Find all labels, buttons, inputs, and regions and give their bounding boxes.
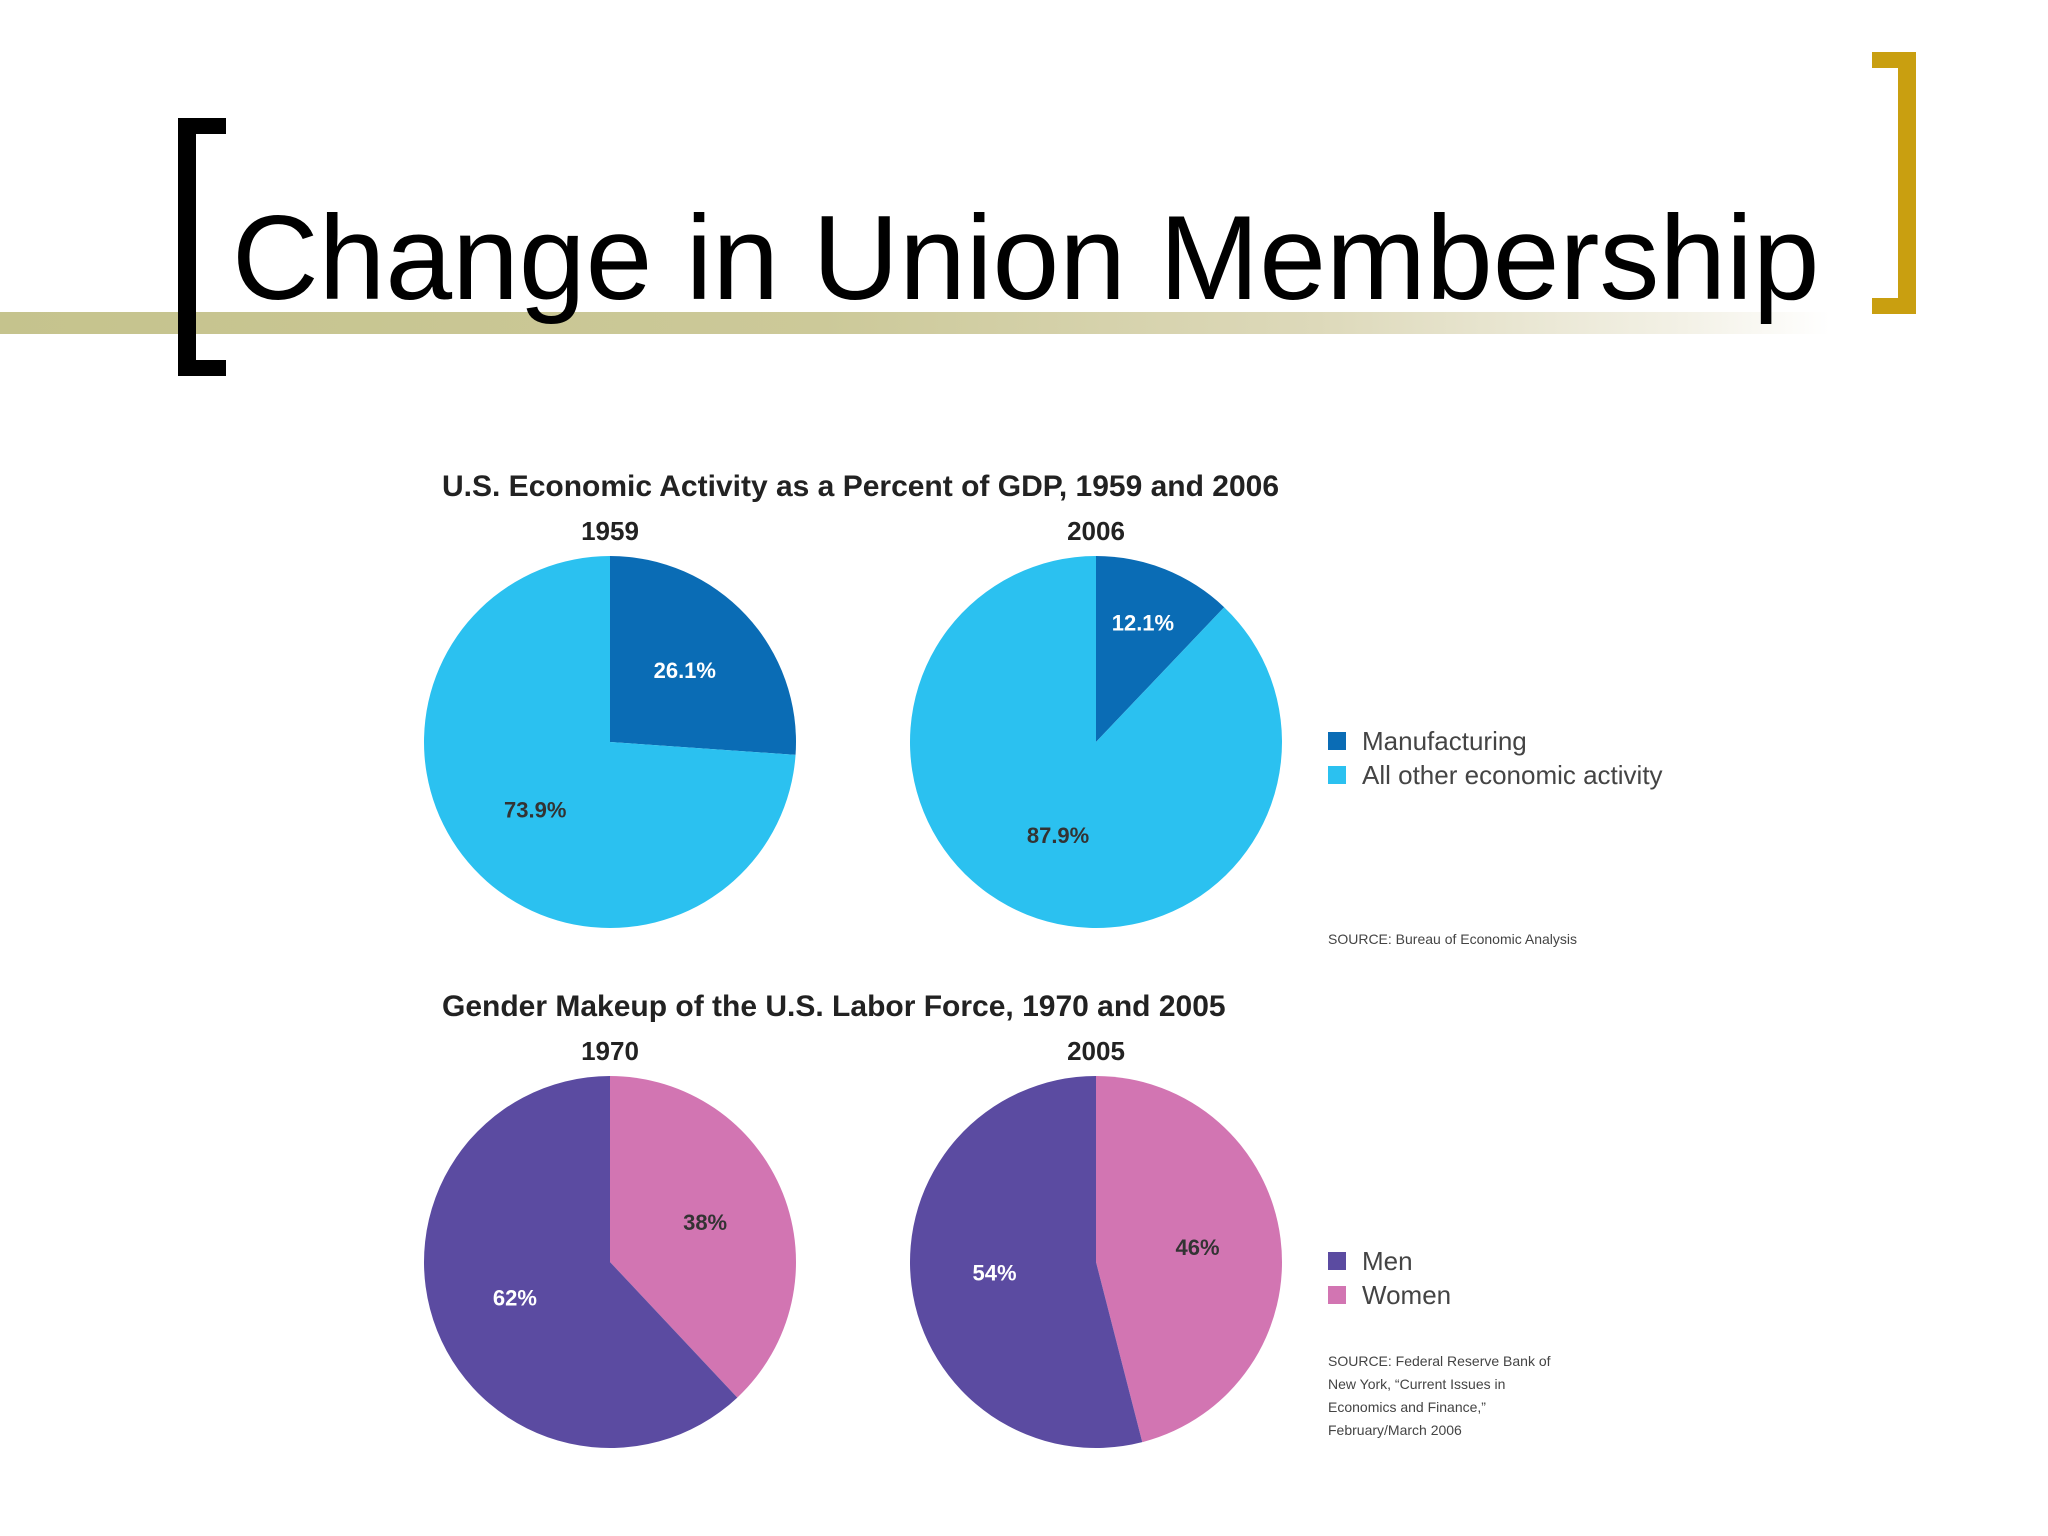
gdp-chart-title: U.S. Economic Activity as a Percent of G… xyxy=(442,470,1280,503)
pie-year-label: 1959 xyxy=(581,516,639,546)
pie-slice-women xyxy=(610,1076,796,1398)
pie-slice-men xyxy=(424,1076,738,1448)
pie-slice-label: 12.1% xyxy=(1112,610,1174,635)
labor-source-note: SOURCE: Federal Reserve Bank of New York… xyxy=(1328,1353,1551,1438)
gdp-legend: Manufacturing All other economic activit… xyxy=(1328,724,1663,792)
pie-slice-manufacturing xyxy=(610,556,796,755)
pie-1970: 1970 38% 62% xyxy=(420,1036,800,1456)
pie-slice-all-other-economic-activity xyxy=(424,556,796,928)
pie-2005: 2005 46% 54% xyxy=(906,1036,1286,1456)
labor-legend: Men Women xyxy=(1328,1244,1451,1312)
left-bracket-decoration xyxy=(178,118,226,376)
pie-2005-chart: 46% 54% xyxy=(909,1076,1282,1448)
labor-chart: Gender Makeup of the U.S. Labor Force, 1… xyxy=(420,990,1680,1490)
pie-year-label: 2006 xyxy=(1067,516,1125,546)
legend-label: Manufacturing xyxy=(1362,725,1527,756)
slide-title: Change in Union Membership xyxy=(232,191,1820,325)
pie-slice-label: 62% xyxy=(493,1285,537,1310)
pie-slice-all-other-economic-activity xyxy=(910,556,1282,928)
legend-label: All other economic activity xyxy=(1362,759,1663,790)
pie-slice-women xyxy=(1096,1076,1282,1443)
pie-slice-label: 87.9% xyxy=(1027,823,1089,848)
pie-slice-label: 46% xyxy=(1175,1235,1219,1260)
pie-2006: 2006 12.1% 87.9% xyxy=(906,516,1286,936)
pie-slice-label: 54% xyxy=(972,1261,1016,1286)
pie-year-label: 2005 xyxy=(1067,1036,1125,1066)
pie-1970-chart: 38% 62% xyxy=(424,1076,796,1448)
legend-item-other-activity: All other economic activity xyxy=(1328,758,1663,792)
pie-1959-chart: 26.1% 73.9% xyxy=(424,556,796,928)
title-underline-rule xyxy=(0,312,1830,334)
legend-label: Women xyxy=(1362,1279,1452,1310)
pie-slice-label: 26.1% xyxy=(654,658,716,683)
gdp-source-note: SOURCE: Bureau of Economic Analysis xyxy=(1328,931,1577,947)
pie-slice-label: 73.9% xyxy=(504,798,566,823)
chart-figure: U.S. Economic Activity as a Percent of G… xyxy=(420,470,1680,1490)
legend-item-women: Women xyxy=(1328,1278,1451,1312)
legend-item-men: Men xyxy=(1328,1244,1451,1278)
pie-slice-label: 38% xyxy=(683,1210,727,1235)
legend-item-manufacturing: Manufacturing xyxy=(1328,724,1663,758)
pie-year-label: 1970 xyxy=(581,1036,639,1066)
labor-chart-title: Gender Makeup of the U.S. Labor Force, 1… xyxy=(442,990,1226,1023)
legend-swatch xyxy=(1328,1252,1346,1270)
pie-1959: 1959 26.1% 73.9% xyxy=(420,516,800,936)
legend-swatch xyxy=(1328,1286,1346,1304)
legend-label: Men xyxy=(1362,1245,1413,1276)
gdp-chart: U.S. Economic Activity as a Percent of G… xyxy=(420,470,1680,970)
right-bracket-decoration xyxy=(1872,52,1916,314)
legend-swatch xyxy=(1328,732,1346,750)
pie-slice-men xyxy=(909,1076,1143,1448)
pie-2006-chart: 12.1% 87.9% xyxy=(910,556,1282,928)
legend-swatch xyxy=(1328,766,1346,784)
pie-slice-manufacturing xyxy=(1096,556,1225,742)
